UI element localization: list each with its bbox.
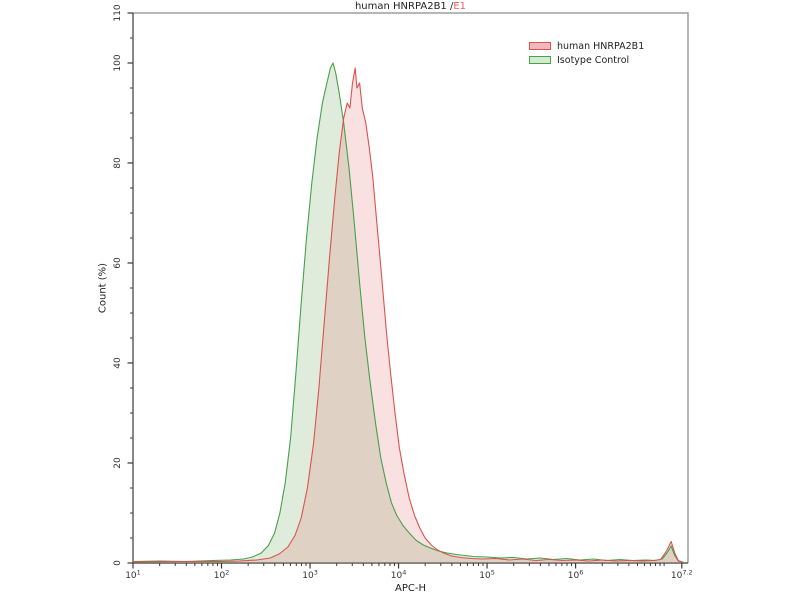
x-tick-label: 101 [125,569,141,582]
chart-title-main: human HNRPA2B1 / [354,1,454,12]
legend-swatch-green [529,56,551,64]
y-tick-label: 40 [113,357,123,369]
y-tick-label: 100 [113,54,123,71]
chart-title-highlight: E1 [453,1,467,12]
legend-item-isotype: Isotype Control [529,53,644,67]
legend-item-hnrpa2b1: human HNRPA2B1 [529,39,644,53]
x-tick-label: 106 [568,569,584,582]
y-tick-label: 110 [113,4,123,21]
legend-label-isotype: Isotype Control [557,54,630,66]
chart-title: human HNRPA2B1 /E1 [133,1,688,13]
series-fill-red [133,68,684,563]
x-tick-label: 107.2 [671,569,693,582]
legend: human HNRPA2B1 Isotype Control [529,39,644,67]
x-axis-title: APC-H [395,583,426,594]
legend-label-hnrpa2b1: human HNRPA2B1 [557,40,645,52]
legend-swatch-red [529,42,551,50]
y-tick-label: 0 [113,560,123,566]
y-axis-title: Count (%) [97,262,109,314]
x-tick-label: 104 [391,569,407,582]
x-tick-label: 102 [214,569,230,582]
plot-frame [133,12,689,563]
x-tick-label: 105 [479,569,495,582]
series-fill-green [133,63,684,563]
y-tick-label: 20 [113,457,123,469]
series-curve-green [132,62,684,564]
series-curve-red [132,67,684,564]
axis-lines [132,13,688,564]
y-tick-label: 60 [113,257,123,269]
x-tick-label: 103 [302,569,318,582]
y-tick-label: 80 [113,157,123,169]
